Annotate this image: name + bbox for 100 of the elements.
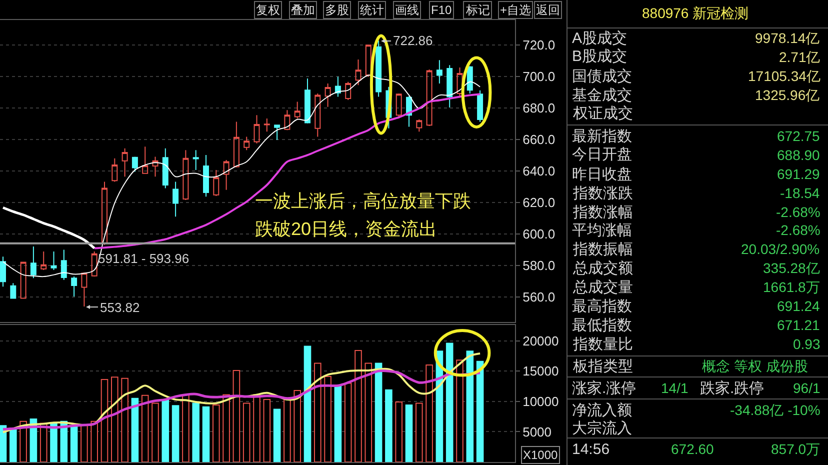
bar <box>50 423 58 462</box>
candlestick <box>192 150 199 171</box>
text: 基金成交 <box>572 87 632 104</box>
bar <box>405 404 413 462</box>
candlestick <box>436 60 442 84</box>
candlestick <box>0 256 6 288</box>
y-tick-label: 620.0 <box>522 195 556 210</box>
candlestick <box>446 64 453 108</box>
text: 统计 <box>360 3 384 17</box>
y-tick-label: 700.0 <box>522 69 556 84</box>
text: -2.68% <box>776 204 820 220</box>
text: 指数振幅 <box>572 241 633 258</box>
bar <box>284 399 291 462</box>
candlestick <box>254 114 260 144</box>
text: 9978.14亿 <box>755 30 820 46</box>
annotation: 跌破20日线，资金流出 <box>255 219 438 239</box>
text: 672.60 <box>671 441 714 457</box>
candlestick <box>314 92 321 138</box>
text: 2.71亿 <box>779 49 820 65</box>
text: 平均涨幅 <box>572 222 632 239</box>
bar <box>212 404 220 462</box>
candlestick <box>132 156 138 172</box>
bar <box>314 362 322 462</box>
y-tick-label: 580.0 <box>522 258 556 273</box>
bar <box>162 399 170 462</box>
text: 672.75 <box>777 128 820 144</box>
bar <box>263 399 271 462</box>
candlestick <box>182 150 189 200</box>
text: 叠加 <box>291 3 315 17</box>
bar <box>100 379 108 462</box>
candlestick <box>50 251 57 270</box>
text: 20.03/2.90% <box>741 241 820 257</box>
text: 国债成交 <box>572 68 632 85</box>
text: 14/1 <box>661 380 688 396</box>
y-tick-label: 720.0 <box>522 38 556 53</box>
candlestick <box>416 118 422 132</box>
candlestick <box>152 156 158 178</box>
bar <box>374 362 382 462</box>
text: 总成交额 <box>572 260 633 277</box>
text: 0.93 <box>793 336 820 352</box>
text: X1000 <box>523 448 558 462</box>
text: B股成交 <box>572 48 628 65</box>
line-series <box>2 370 482 431</box>
text: 总成交量 <box>572 279 633 296</box>
candlestick <box>426 69 432 127</box>
candlestick <box>20 262 26 299</box>
bar <box>182 394 190 462</box>
text: 标记 <box>465 3 490 17</box>
text: -18.54 <box>780 185 820 201</box>
bar <box>476 360 484 462</box>
text: 多股 <box>325 3 349 17</box>
bar <box>253 394 260 462</box>
candlestick <box>112 158 118 182</box>
bar <box>111 376 118 462</box>
candlestick <box>264 118 270 132</box>
bar <box>0 425 7 462</box>
text: 1661.8万 <box>763 279 820 295</box>
bar <box>172 405 180 462</box>
y-tick-label: 560.0 <box>522 289 556 304</box>
annotation: 553.82 <box>100 300 140 315</box>
y-tick-label: 640.0 <box>522 164 556 179</box>
text: 概念 等权 成份股 <box>702 358 808 374</box>
candlestick <box>30 246 36 279</box>
line-series <box>2 206 96 250</box>
text: 涨家.涨停 <box>572 380 636 397</box>
bar <box>385 389 392 462</box>
y-tick-label: 20000 <box>522 333 559 348</box>
candlestick <box>396 92 402 119</box>
candlestick <box>244 136 250 151</box>
candlestick <box>274 124 280 141</box>
text: 指数涨幅 <box>572 204 633 221</box>
y-tick-label: 10000 <box>522 394 559 409</box>
y-tick-label: 5000 <box>522 424 552 440</box>
annotation: 一波上涨后，高位放量下跌 <box>255 191 471 211</box>
candlestick <box>213 170 220 197</box>
text: 691.24 <box>777 298 820 314</box>
text: 复权 <box>256 3 280 17</box>
candlestick <box>203 154 209 198</box>
y-tick-label: 660.0 <box>522 132 556 148</box>
y-tick-label: 680.0 <box>522 100 556 116</box>
text: +自选 <box>500 3 532 17</box>
y-tick-label: 600.0 <box>522 226 556 242</box>
bar <box>121 378 128 462</box>
text: 857.0万 <box>771 441 820 457</box>
bar <box>70 426 78 462</box>
candlestick <box>162 148 168 189</box>
candlestick <box>345 81 352 101</box>
bar <box>364 362 372 462</box>
bar <box>232 370 240 462</box>
candlestick <box>172 181 179 218</box>
text: 净流入额 <box>572 402 632 419</box>
bar <box>294 390 301 462</box>
candlestick <box>142 146 148 174</box>
bar <box>304 346 312 462</box>
text: 17105.34亿 <box>748 68 820 84</box>
bar <box>202 406 210 462</box>
bar <box>222 394 230 462</box>
text: 权证成交 <box>572 105 633 122</box>
bar <box>395 401 402 462</box>
text: 96/1 <box>793 380 820 396</box>
